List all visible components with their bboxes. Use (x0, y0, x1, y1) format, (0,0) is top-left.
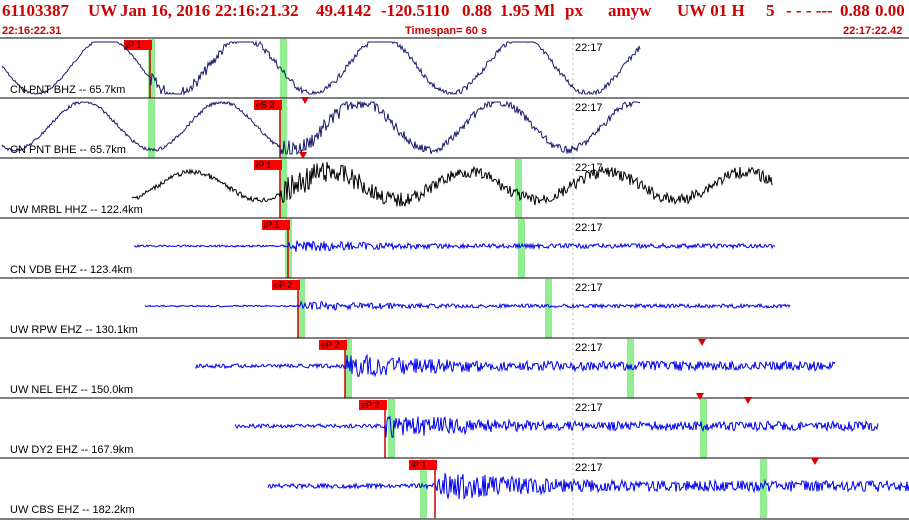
pick-window (388, 399, 395, 458)
station-label: UW DY2 EHZ -- 167.9km (10, 444, 133, 456)
minute-label: 22:17 (575, 222, 603, 234)
minute-label: 22:17 (575, 402, 603, 414)
minute-label: 22:17 (575, 282, 603, 294)
minute-label: 22:17 (575, 162, 603, 174)
pick-label: eP 2 (274, 280, 292, 290)
pick-window (515, 159, 522, 218)
amplitude-marker[interactable] (301, 97, 309, 104)
station-label: UW RPW EHZ -- 130.1km (10, 324, 138, 336)
station-label: UW MRBL HHZ -- 122.4km (10, 204, 143, 216)
pick-box[interactable] (359, 400, 387, 410)
event-id: 61103387 (2, 1, 70, 20)
trace-panel[interactable]: iP 1 22:17 UW CBS EHZ -- 182.2km (0, 457, 909, 518)
trace-panel[interactable]: iP 1 22:17 UW MRBL HHZ -- 122.4km (0, 157, 909, 218)
event-header: 61103387 UW Jan 16, 2016 22:16:21.32 49.… (0, 0, 909, 22)
event-depth: 0.88 (462, 1, 492, 20)
pick-window (545, 279, 552, 338)
pick-label: iP 1 (264, 220, 279, 230)
trace-panel[interactable]: eP 2 22:17 UW DY2 EHZ -- 167.9km (0, 397, 909, 458)
event-analyst: amyw (608, 1, 652, 20)
amplitude-marker[interactable] (696, 393, 704, 400)
pick-window (518, 219, 525, 278)
minute-label: 22:17 (575, 462, 603, 474)
pick-window (345, 339, 352, 398)
waveform-trace[interactable] (1, 100, 641, 156)
waveform-trace[interactable] (144, 300, 791, 311)
amplitude-marker[interactable] (744, 397, 752, 404)
waveform-trace[interactable] (131, 161, 773, 207)
waveform-trace[interactable] (1, 40, 641, 96)
event-lon: -120.5110 (381, 1, 450, 20)
end-time: 22:17:22.42 (843, 25, 903, 37)
pick-window (148, 39, 155, 98)
pick-window (280, 99, 287, 158)
pick-label: iP 1 (256, 160, 271, 170)
pick-label: eP 2 (321, 340, 339, 350)
event-extra: 0.00 (875, 1, 905, 20)
trace-panel[interactable]: eP 2 22:17 UW NEL EHZ -- 150.0km (0, 337, 909, 398)
pick-box[interactable] (254, 160, 282, 170)
pick-window (298, 279, 305, 338)
pick-box[interactable] (254, 100, 282, 110)
trace-panel[interactable]: iP 1 22:17 CN PNT BHZ -- 65.7km (0, 37, 909, 98)
minute-label: 22:17 (575, 42, 603, 54)
pick-box[interactable] (272, 280, 300, 290)
start-time: 22:16:22.31 (2, 25, 62, 37)
pick-window (420, 459, 427, 518)
pick-label: eS 2 (256, 100, 275, 110)
trace-panel[interactable]: eS 2 22:17 CN PNT BHE -- 65.7km (0, 97, 909, 158)
event-rms: 0.88 (840, 1, 870, 20)
pick-label: iP 1 (411, 460, 426, 470)
amplitude-marker[interactable] (698, 339, 706, 346)
station-label: CN VDB EHZ -- 123.4km (10, 264, 132, 276)
event-network: UW (88, 1, 118, 20)
waveform-trace[interactable] (195, 353, 836, 378)
pick-box[interactable] (262, 220, 290, 230)
trace-panel[interactable]: eP 2 22:17 UW RPW EHZ -- 130.1km (0, 277, 909, 338)
minute-label: 22:17 (575, 342, 603, 354)
pick-box[interactable] (409, 460, 437, 470)
station-label: CN PNT BHE -- 65.7km (10, 144, 126, 156)
station-label: CN PNT BHZ -- 65.7km (10, 84, 125, 96)
amplitude-marker[interactable] (299, 152, 307, 159)
event-lat: 49.4142 (316, 1, 372, 20)
pick-box[interactable] (319, 340, 347, 350)
pick-label: eP 2 (361, 400, 379, 410)
pick-window (760, 459, 767, 518)
event-date: Jan 16, 2016 (120, 1, 211, 20)
pick-label: iP 1 (126, 40, 141, 50)
station-label: UW NEL EHZ -- 150.0km (10, 384, 133, 396)
pick-box[interactable] (124, 40, 152, 50)
amplitude-marker[interactable] (811, 458, 819, 465)
event-source: UW 01 H (677, 1, 745, 20)
minute-label: 22:17 (575, 102, 603, 114)
trace-panel[interactable]: iP 1 22:17 CN VDB EHZ -- 123.4km (0, 217, 909, 278)
event-flags: - - - --- (786, 1, 833, 20)
event-quality: 5 (766, 1, 775, 20)
waveform-trace[interactable] (234, 415, 879, 438)
timespan: Timespan= 60 s (405, 25, 488, 37)
event-type: px (565, 1, 583, 20)
event-time: 22:16:21.32 (215, 1, 299, 20)
event-magnitude: 1.95 Ml (500, 1, 555, 20)
waveform-trace[interactable] (133, 240, 776, 252)
station-label: UW CBS EHZ -- 182.2km (10, 504, 135, 516)
pick-window (280, 159, 287, 218)
pick-window (280, 39, 287, 98)
waveform-trace[interactable] (267, 472, 909, 500)
pick-window (148, 99, 155, 158)
